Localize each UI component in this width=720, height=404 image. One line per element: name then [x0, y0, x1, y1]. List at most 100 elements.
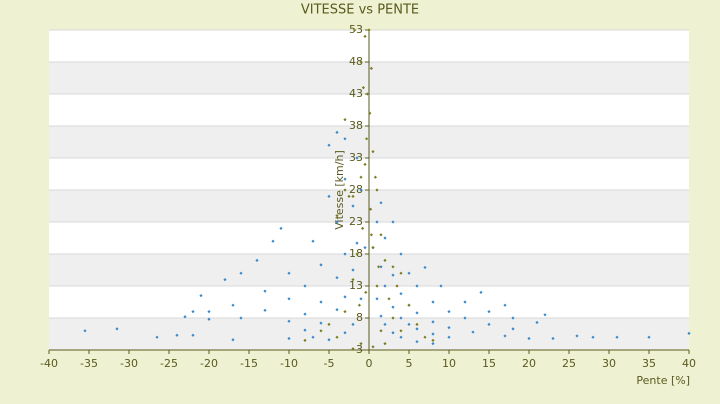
point: [511, 316, 515, 320]
point: [335, 214, 339, 218]
point: [511, 327, 515, 331]
point: [375, 284, 379, 288]
point: [365, 92, 369, 96]
point: [371, 345, 375, 349]
point: [357, 303, 361, 307]
point: [383, 284, 387, 288]
point: [351, 268, 355, 272]
point: [359, 188, 363, 192]
point: [303, 312, 307, 316]
point: [487, 322, 491, 326]
point: [369, 207, 373, 211]
point: [343, 331, 347, 335]
point: [191, 333, 195, 337]
point: [303, 338, 307, 342]
x-tick-label: 5: [406, 357, 413, 370]
point: [359, 342, 363, 346]
point: [343, 310, 347, 314]
point: [343, 252, 347, 256]
point: [431, 320, 435, 324]
point: [363, 246, 367, 250]
point: [391, 220, 395, 224]
point: [463, 300, 467, 304]
x-tick-label: 15: [482, 357, 496, 370]
point: [335, 220, 339, 224]
point: [263, 289, 267, 293]
point: [399, 252, 403, 256]
point: [395, 284, 399, 288]
point: [363, 34, 367, 38]
point: [207, 310, 211, 314]
point: [399, 316, 403, 320]
point: [371, 246, 375, 250]
point: [471, 330, 475, 334]
point: [535, 320, 539, 325]
point: [279, 226, 283, 230]
point: [183, 315, 187, 319]
point: [343, 177, 347, 181]
point: [391, 265, 395, 269]
point: [551, 336, 555, 341]
point: [364, 290, 368, 294]
point: [353, 28, 357, 32]
point: [527, 336, 531, 341]
x-tick-label: 40: [682, 357, 696, 370]
point: [355, 252, 359, 256]
point: [327, 143, 331, 147]
point: [447, 310, 451, 314]
point: [431, 300, 435, 304]
point: [431, 342, 435, 346]
point: [423, 265, 427, 270]
point: [303, 284, 307, 288]
point: [239, 271, 243, 275]
point: [503, 334, 507, 338]
point: [423, 335, 427, 339]
point: [383, 342, 387, 346]
point: [383, 236, 387, 240]
point: [343, 188, 347, 192]
point: [591, 335, 595, 339]
point: [255, 258, 259, 262]
point: [447, 335, 451, 339]
point: [375, 297, 379, 301]
point: [379, 265, 383, 269]
point: [199, 294, 203, 298]
point: [343, 137, 347, 141]
point: [155, 335, 159, 339]
point: [391, 305, 395, 309]
point: [311, 335, 315, 339]
point: [415, 322, 419, 326]
point: [263, 308, 267, 312]
point: [383, 258, 387, 262]
point: [355, 156, 359, 160]
point: [287, 297, 291, 301]
point: [319, 321, 323, 325]
x-tick-label: 30: [602, 357, 616, 370]
point: [351, 347, 355, 351]
point: [407, 271, 411, 275]
y-tick-label: 48: [349, 55, 363, 68]
x-tick-label: -30: [120, 357, 138, 370]
point: [407, 303, 411, 307]
point: [439, 284, 443, 288]
point: [287, 319, 291, 323]
point: [223, 278, 227, 282]
point: [287, 271, 291, 275]
point: [415, 311, 419, 315]
point: [369, 66, 373, 70]
point: [399, 271, 403, 275]
point: [335, 308, 339, 312]
point: [399, 335, 403, 339]
point: [83, 329, 87, 333]
point: [359, 175, 363, 179]
point: [543, 313, 547, 317]
point: [335, 335, 339, 339]
x-tick-label: -10: [280, 357, 298, 370]
point: [647, 335, 651, 339]
point: [343, 295, 347, 299]
point: [415, 340, 419, 344]
point: [231, 303, 235, 307]
point: [615, 335, 619, 339]
point: [207, 317, 211, 321]
